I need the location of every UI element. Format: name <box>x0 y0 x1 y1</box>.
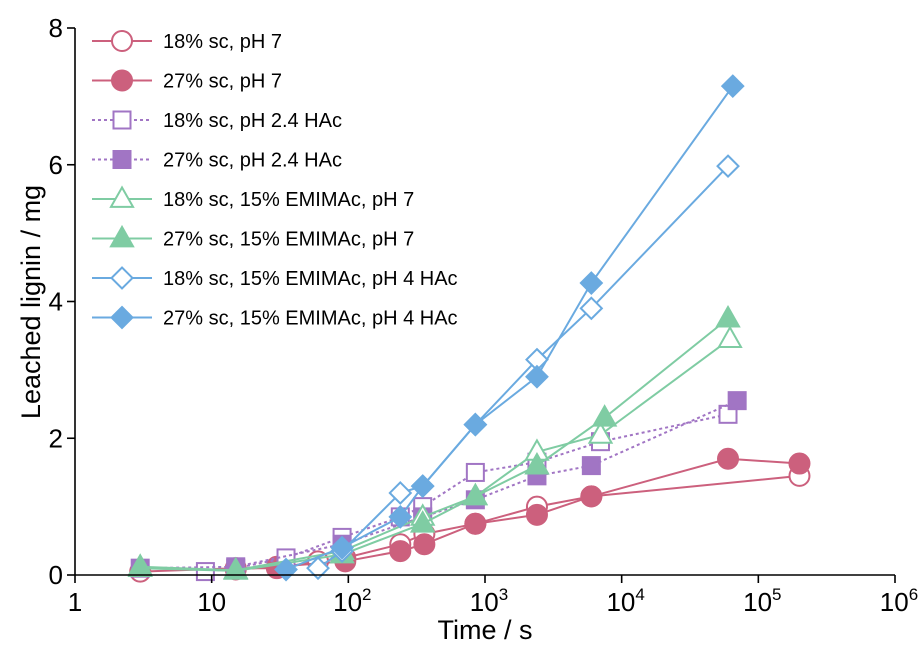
legend-label: 18% sc, 15% EMIMAc, pH 7 <box>163 189 414 211</box>
y-axis-ticks: 0 2 4 6 8 <box>49 13 75 590</box>
y-axis-title: Leached lignin / mg <box>16 185 46 419</box>
data-point <box>388 481 413 505</box>
y-tick-label: 6 <box>49 150 63 180</box>
y-tick-label: 2 <box>49 423 63 453</box>
data-point <box>716 154 740 179</box>
data-point <box>720 74 745 99</box>
legend-entry: 18% sc, 15% EMIMAc, pH 4 HAc <box>92 266 458 290</box>
legend-label: 18% sc, pH 7 <box>163 31 282 53</box>
data-point <box>222 557 249 580</box>
legend-entry: 27% sc, pH 7 <box>92 69 282 93</box>
legend-entry: 27% sc, 15% EMIMAc, pH 7 <box>92 224 414 251</box>
legend-entry: 18% sc, pH 7 <box>92 30 282 53</box>
data-series-layer <box>127 74 811 583</box>
legend-marker <box>110 305 134 330</box>
x-tick-label: 105 <box>743 585 781 617</box>
data-point <box>330 535 354 560</box>
legend-label: 27% sc, 15% EMIMAc, pH 7 <box>163 229 414 251</box>
data-point <box>715 305 741 328</box>
legend-entry: 18% sc, 15% EMIMAc, pH 7 <box>92 185 414 211</box>
series-8 <box>274 74 745 582</box>
data-point <box>464 512 487 535</box>
x-tick-label: 104 <box>606 585 644 617</box>
data-point <box>591 404 618 427</box>
data-point <box>525 503 548 526</box>
data-point <box>306 556 330 581</box>
x-tick-label: 106 <box>880 585 918 617</box>
legend-label: 27% sc, pH 7 <box>163 71 282 93</box>
legend-marker <box>111 69 133 92</box>
series-line <box>140 399 738 570</box>
y-tick-label: 4 <box>49 287 63 317</box>
x-tick-label: 10 <box>197 587 226 617</box>
data-point <box>717 325 743 348</box>
data-point <box>727 391 747 411</box>
legend-marker <box>110 266 134 290</box>
y-tick-label: 8 <box>49 13 63 43</box>
legend-entry: 27% sc, 15% EMIMAc, pH 4 HAc <box>92 305 458 330</box>
series-4 <box>130 391 747 578</box>
data-point <box>717 447 740 470</box>
data-point <box>788 452 811 475</box>
x-tick-label: 102 <box>333 585 371 617</box>
data-point <box>579 296 604 321</box>
series-line <box>205 413 729 573</box>
legend-entry: 27% sc, pH 2.4 HAc <box>92 150 342 172</box>
x-tick-label: 1 <box>68 587 82 617</box>
legend-marker <box>112 150 132 169</box>
data-point <box>388 504 413 529</box>
data-point <box>465 462 485 482</box>
data-point <box>413 533 436 556</box>
data-point <box>127 554 153 578</box>
data-point <box>389 540 412 563</box>
data-point <box>525 364 549 389</box>
data-point <box>579 271 604 295</box>
data-point <box>463 412 488 437</box>
data-point <box>462 482 489 506</box>
data-point <box>410 474 435 499</box>
legend-label: 27% sc, pH 2.4 HAc <box>163 150 342 172</box>
legend-label: 18% sc, pH 2.4 HAc <box>163 110 342 132</box>
series-line <box>285 85 734 571</box>
data-point <box>409 510 436 533</box>
x-tick-label: 103 <box>470 585 508 617</box>
x-axis-title: Time / s <box>437 615 532 645</box>
legend-marker <box>112 110 132 130</box>
legend-label: 27% sc, 15% EMIMAc, pH 4 HAc <box>163 308 458 330</box>
legend-label: 18% sc, 15% EMIMAc, pH 4 HAc <box>163 268 458 290</box>
legend-marker <box>109 224 135 248</box>
y-tick-label: 0 <box>49 560 63 590</box>
data-point <box>524 452 550 475</box>
data-point <box>587 421 614 444</box>
x-axis-ticks: 1 10 102 103 104 105 106 <box>68 575 918 617</box>
legend-marker <box>111 30 133 52</box>
legend-entry: 18% sc, pH 2.4 HAc <box>92 110 342 132</box>
legend-marker <box>109 185 135 208</box>
legend: 18% sc, pH 7 27% sc, pH 7 18% sc, pH 2.4 H… <box>92 30 458 330</box>
series-7 <box>306 154 740 581</box>
series-line <box>140 338 731 572</box>
data-point <box>581 456 601 476</box>
data-point <box>580 485 603 508</box>
